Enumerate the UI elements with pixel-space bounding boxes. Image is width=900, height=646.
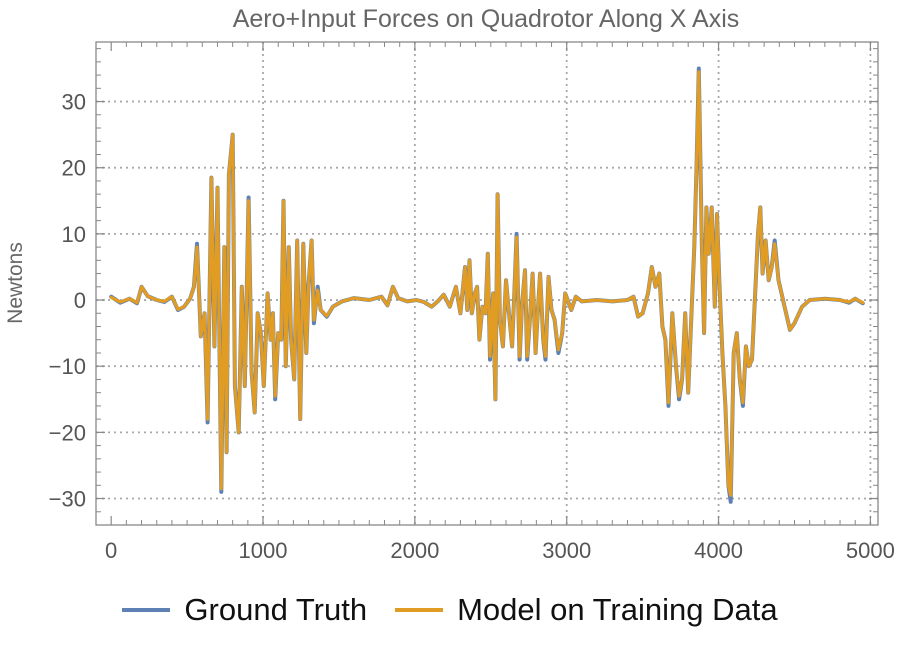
legend-swatch: [122, 608, 171, 612]
y-axis-label: Newtons: [4, 242, 27, 324]
chart-svg: Aero+Input Forces on Quadrotor Along X A…: [4, 5, 895, 563]
x-tick-label: 3000: [542, 538, 591, 563]
x-tick-label: 4000: [694, 538, 743, 563]
x-tick-labels: 0 1000 2000 3000 4000 5000: [105, 538, 895, 563]
plot-frame: [95, 41, 879, 526]
x-tick-label: 1000: [239, 538, 288, 563]
tick-marks: [95, 42, 878, 526]
x-tick-label: 5000: [846, 538, 895, 563]
series-line-model: [109, 70, 865, 497]
y-tick-label: −30: [49, 487, 86, 512]
x-tick-label: 2000: [390, 538, 439, 563]
legend-label: Ground Truth: [184, 592, 368, 627]
y-tick-label: −20: [49, 420, 86, 445]
y-tick-label: 20: [62, 156, 86, 181]
legend: Ground Truth Model on Training Data: [0, 585, 900, 635]
y-tick-label: −10: [49, 354, 86, 379]
y-tick-labels: −30 −20 −10 0 10 20 30: [49, 90, 86, 512]
y-tick-label: 0: [74, 288, 86, 313]
x-tick-label: 0: [105, 538, 117, 563]
y-tick-label: 30: [62, 90, 86, 115]
legend-label: Model on Training Data: [457, 592, 778, 627]
legend-item: Ground Truth: [122, 592, 367, 628]
series-layer: [109, 66, 865, 504]
legend-swatch: [395, 608, 444, 612]
chart-title: Aero+Input Forces on Quadrotor Along X A…: [233, 5, 740, 33]
y-tick-label: 10: [62, 222, 86, 247]
legend-item: Model on Training Data: [395, 592, 778, 628]
